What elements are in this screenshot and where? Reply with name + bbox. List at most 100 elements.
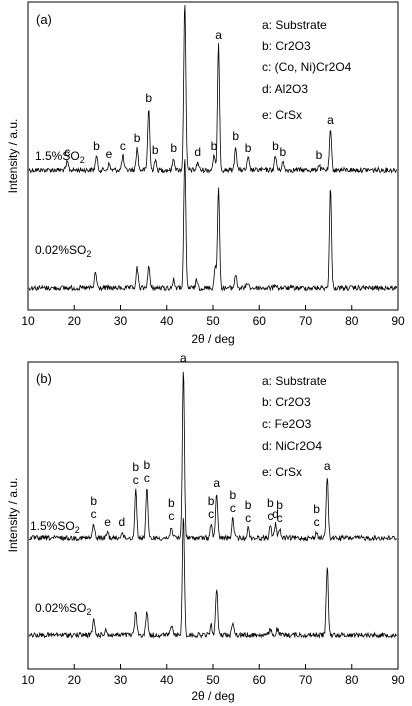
panel-b-x-axis-label: 2θ / deg xyxy=(191,689,234,703)
panel-b-series-label-upper: 1.5%SO2 xyxy=(30,519,80,535)
subscript: 2 xyxy=(86,249,91,259)
peak-label: c xyxy=(245,511,251,525)
x-tick-label: 30 xyxy=(114,314,128,328)
peak-label: b xyxy=(245,141,252,155)
peak-label: c xyxy=(277,511,283,525)
panel-b-legend-entry: e: CrSx xyxy=(262,465,302,479)
series-line xyxy=(28,371,398,542)
peak-label: c xyxy=(168,509,174,523)
peak-label: c xyxy=(91,507,97,521)
x-tick-label: 70 xyxy=(299,314,313,328)
peak-label: d xyxy=(272,507,279,521)
x-tick-label: 60 xyxy=(253,314,267,328)
panel-a-y-axis-label: Intensity / a.u. xyxy=(6,119,20,194)
peak-label: a xyxy=(213,476,220,490)
x-tick-label: 90 xyxy=(391,673,405,687)
x-tick-label: 30 xyxy=(114,673,128,687)
peak-label: b xyxy=(90,494,97,508)
panel-a-legend-entry: e: CrSx xyxy=(262,108,302,122)
peak-label: c xyxy=(144,471,150,485)
panel-a-legend: a: Substrate b: Cr2O3 c: (Co, Ni)Cr2O4 d… xyxy=(262,18,352,122)
panel-b-series-label-lower: 0.02%SO2 xyxy=(35,601,91,617)
peak-label: b xyxy=(170,141,177,155)
x-tick-label: 90 xyxy=(391,314,405,328)
x-tick-label: 10 xyxy=(21,314,35,328)
peak-label: e xyxy=(106,147,113,161)
peak-label: b xyxy=(211,139,218,153)
peak-label: c xyxy=(230,501,236,515)
series-line xyxy=(28,517,398,639)
panel-b-legend: a: Substrate b: Cr2O3 c: Fe2O3 d: NiCr2O… xyxy=(262,374,327,479)
panel-b-y-axis-label: Intensity / a.u. xyxy=(6,478,20,553)
peak-label: c xyxy=(314,515,320,529)
peak-label: c xyxy=(208,507,214,521)
x-tick-label: 20 xyxy=(68,673,82,687)
x-tick-label: 80 xyxy=(345,314,359,328)
peak-label: b xyxy=(316,148,323,162)
peak-label: b xyxy=(279,145,286,159)
panel-a-curves xyxy=(28,4,398,292)
peak-label: c xyxy=(133,473,139,487)
peak-label: b xyxy=(168,496,175,510)
x-tick-label: 40 xyxy=(160,314,174,328)
peak-label: b xyxy=(144,458,151,472)
peak-label: d xyxy=(194,145,201,159)
peak-label: a xyxy=(324,459,331,473)
x-tick-label: 80 xyxy=(345,673,359,687)
x-tick-label: 60 xyxy=(253,673,267,687)
panel-a-legend-entry: b: Cr2O3 xyxy=(262,39,311,53)
panel-a-series-label-lower: 0.02%SO2 xyxy=(35,243,91,259)
peak-label: a xyxy=(327,113,334,127)
panel-a-x-axis-label: 2θ / deg xyxy=(191,332,234,346)
peak-label: b xyxy=(208,494,215,508)
peak-label: b xyxy=(272,139,279,153)
panel-a-legend-entry: c: (Co, Ni)Cr2O4 xyxy=(262,60,352,74)
panel-b-x-ticks: 10 20 30 40 50 60 70 80 90 xyxy=(21,664,405,687)
peak-label: c xyxy=(120,139,126,153)
x-tick-label: 40 xyxy=(160,673,174,687)
x-tick-label: 50 xyxy=(206,673,220,687)
peak-label: b xyxy=(134,131,141,145)
series-line xyxy=(28,4,398,174)
subscript: 2 xyxy=(75,525,80,535)
series-line xyxy=(28,159,398,292)
panel-a-peak-labels: cbecbbbbadbabbbbba xyxy=(64,28,334,162)
x-tick-label: 10 xyxy=(21,673,35,687)
panel-b-legend-entry: b: Cr2O3 xyxy=(262,395,311,409)
peak-label: b xyxy=(93,139,100,153)
panel-b-legend-entry: c: Fe2O3 xyxy=(262,417,312,431)
x-tick-label: 50 xyxy=(206,314,220,328)
peak-label: b xyxy=(145,91,152,105)
panel-b-legend-entry: a: Substrate xyxy=(262,374,327,388)
panel-a-legend-entry: a: Substrate xyxy=(262,18,327,32)
peak-label: b xyxy=(245,498,252,512)
x-tick-label: 20 xyxy=(68,314,82,328)
peak-label: b xyxy=(232,129,239,143)
panel-a-series-label-upper: 1.5%SO2 xyxy=(35,149,85,165)
subscript: 2 xyxy=(80,155,85,165)
panel-b-curves xyxy=(28,371,398,639)
peak-label: d xyxy=(119,515,126,529)
panel-a-legend-entry: d: Al2O3 xyxy=(262,82,308,96)
peak-label: b xyxy=(313,502,320,516)
peak-label: b xyxy=(267,496,274,510)
peak-label: b xyxy=(152,143,159,157)
x-tick-label: 70 xyxy=(299,673,313,687)
panel-a-x-ticks: 10 20 30 40 50 60 70 80 90 xyxy=(21,305,405,328)
peak-label: b xyxy=(230,488,237,502)
peak-label: b xyxy=(132,460,139,474)
panel-a-label: (a) xyxy=(36,12,52,27)
peak-label: c xyxy=(64,145,70,159)
subscript: 2 xyxy=(86,607,91,617)
peak-label: b xyxy=(276,498,283,512)
peak-label: a xyxy=(180,351,187,365)
panel-b-legend-entry: d: NiCr2O4 xyxy=(262,439,322,453)
peak-label: c xyxy=(267,509,273,523)
peak-label: a xyxy=(215,28,222,42)
panel-b-label: (b) xyxy=(36,371,52,386)
peak-label: e xyxy=(104,515,111,529)
